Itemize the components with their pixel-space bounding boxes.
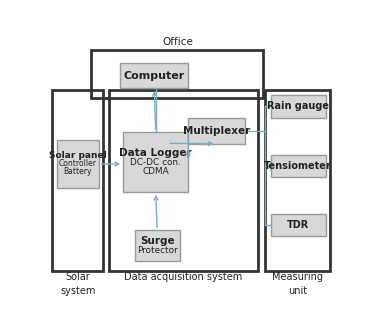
FancyBboxPatch shape — [271, 155, 326, 177]
FancyBboxPatch shape — [135, 230, 179, 261]
FancyBboxPatch shape — [120, 63, 188, 88]
Text: unit: unit — [288, 286, 307, 296]
Text: DC-DC con.: DC-DC con. — [130, 158, 181, 167]
Text: Data acquisition system: Data acquisition system — [124, 272, 242, 282]
Text: Solar panel: Solar panel — [49, 152, 107, 160]
Text: Tensiometer: Tensiometer — [264, 161, 332, 171]
Text: Data Logger: Data Logger — [119, 148, 192, 158]
FancyBboxPatch shape — [123, 133, 188, 192]
Text: Rain gauge: Rain gauge — [267, 101, 329, 111]
Text: Measuring: Measuring — [272, 272, 323, 282]
Text: Battery: Battery — [63, 168, 92, 177]
FancyBboxPatch shape — [271, 214, 326, 236]
FancyBboxPatch shape — [57, 140, 98, 188]
FancyBboxPatch shape — [188, 117, 245, 143]
Text: Computer: Computer — [124, 71, 185, 81]
Text: system: system — [60, 286, 95, 296]
Text: CDMA: CDMA — [142, 167, 169, 176]
Text: Controller: Controller — [59, 160, 97, 169]
FancyBboxPatch shape — [271, 95, 326, 117]
Text: Surge: Surge — [140, 236, 175, 246]
Text: Office: Office — [162, 37, 193, 47]
Text: Solar: Solar — [65, 272, 90, 282]
Text: Multiplexer: Multiplexer — [183, 126, 250, 135]
Text: Protector: Protector — [137, 246, 178, 255]
Text: TDR: TDR — [287, 220, 309, 230]
